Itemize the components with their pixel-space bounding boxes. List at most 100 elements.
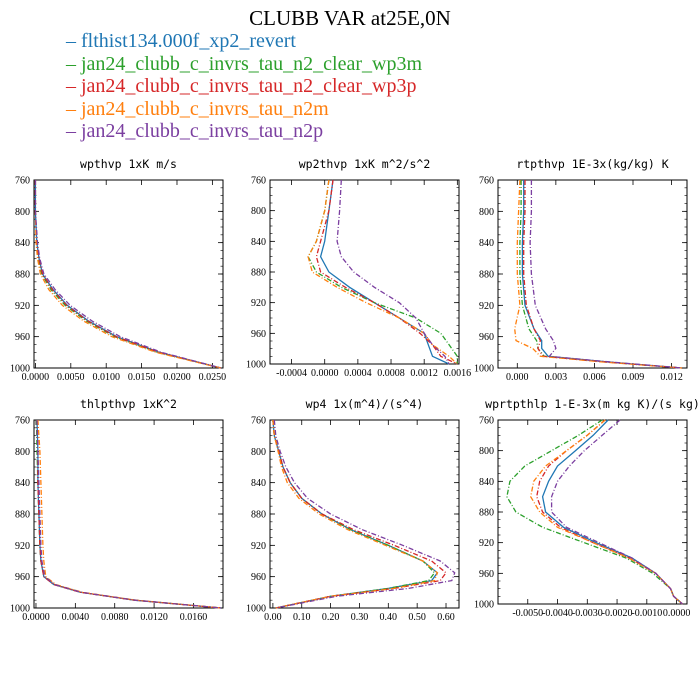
x-tick-label: 0.0250 (199, 372, 227, 383)
chart-panel: wpthvp 1xK m/s76080084088092096010000.00… (10, 157, 226, 383)
series-line (34, 180, 222, 369)
y-tick-label: 960 (479, 569, 494, 580)
legend-label: jan24_clubb_c_invrs_tau_n2p (81, 120, 324, 142)
series-line (315, 179, 458, 365)
series-line (272, 419, 436, 609)
y-tick-label: 880 (479, 270, 494, 281)
y-tick-label: 880 (251, 510, 266, 521)
y-tick-label: 1000 (10, 364, 30, 375)
x-tick-label: 0.0000 (22, 612, 50, 623)
y-tick-label: 1000 (246, 604, 266, 615)
y-tick-label: 840 (15, 478, 30, 489)
x-tick-label: -0.0010 (631, 608, 662, 619)
series-line (272, 419, 447, 609)
legend-label: flthist134.000f_xp2_revert (81, 30, 296, 52)
y-tick-label: 800 (251, 206, 266, 217)
y-tick-label: 800 (15, 447, 30, 458)
x-tick-label: 0.50 (408, 612, 426, 623)
panel-title: wprtpthlp 1-E-3x(m kg K)/(s kg) (485, 397, 700, 411)
y-tick-label: 880 (15, 510, 30, 521)
y-tick-label: 960 (15, 572, 30, 583)
panel-title: thlpthvp 1xK^2 (80, 397, 177, 411)
y-tick-label: 920 (251, 541, 266, 552)
plot-frame (269, 179, 460, 365)
panel-title: wpthvp 1xK m/s (80, 157, 177, 171)
series-line (514, 179, 682, 369)
legend-dash: – (66, 75, 81, 97)
y-tick-label: 840 (251, 478, 266, 489)
x-tick-label: 0.0080 (101, 612, 129, 623)
x-tick-label: 0.0040 (62, 612, 90, 623)
chart-panel: wp4 1x(m^4)/(s^4)76080084088092096010000… (246, 397, 460, 623)
y-tick-label: 880 (251, 268, 266, 279)
x-tick-label: -0.0050 (512, 608, 543, 619)
y-tick-label: 960 (479, 332, 494, 343)
x-tick-label: 0.0100 (92, 372, 120, 383)
series-line (521, 180, 682, 369)
x-tick-label: 0.30 (351, 612, 369, 623)
x-tick-label: 0.0008 (377, 368, 405, 379)
x-tick-label: 0.006 (583, 372, 606, 383)
series-line (272, 419, 439, 609)
y-tick-label: 920 (479, 301, 494, 312)
series-line (34, 180, 222, 369)
series-line (273, 419, 456, 609)
x-tick-label: 0.20 (322, 612, 340, 623)
x-tick-label: 0.10 (293, 612, 311, 623)
x-tick-label: 0.0004 (344, 368, 372, 379)
y-tick-label: 840 (479, 477, 494, 488)
legend-dash: – (66, 120, 81, 142)
series-line (272, 419, 439, 609)
y-tick-label: 920 (251, 298, 266, 309)
y-tick-label: 760 (15, 176, 30, 187)
series-line (307, 179, 458, 364)
y-tick-label: 920 (15, 541, 30, 552)
chart-panel: wp2thvp 1xK m^2/s^2 760 800 840 880 920 960 100… (246, 157, 471, 379)
plot-frame (269, 419, 460, 609)
legend-entry: – jan24_clubb_c_invrs_tau_n2_clear_wp3p (66, 75, 422, 98)
legend: – flthist134.000f_xp2_revert – jan24_clu… (66, 30, 422, 143)
y-tick-label: 1000 (474, 600, 494, 611)
series-line (35, 419, 222, 609)
y-tick-label: 840 (15, 238, 30, 249)
x-tick-label: 0.009 (622, 372, 645, 383)
y-tick-label: 800 (251, 447, 266, 458)
legend-entry: – jan24_clubb_c_invrs_tau_n2m (66, 98, 422, 121)
y-tick-label: 760 (15, 416, 30, 427)
chart-panel: rtpthvp 1E-3x(kg/kg) K 760 800 840 880 920 960… (474, 157, 688, 383)
y-tick-label: 880 (479, 508, 494, 519)
plot-frame (33, 419, 224, 609)
x-tick-label: 0.0120 (140, 612, 168, 623)
x-tick-label: 0.0200 (163, 372, 191, 383)
series-line (523, 180, 682, 369)
panel-title: rtpthvp 1E-3x(kg/kg) K (516, 157, 668, 171)
series-line (529, 180, 682, 369)
series-line (536, 419, 683, 605)
x-tick-label: 0.000 (506, 372, 529, 383)
series-line (36, 419, 222, 609)
y-tick-label: 840 (479, 238, 494, 249)
x-tick-label: 0.0000 (311, 368, 339, 379)
x-tick-label: 0.0000 (22, 372, 50, 383)
y-tick-label: 760 (479, 416, 494, 427)
legend-label: jan24_clubb_c_invrs_tau_n2_clear_wp3m (81, 52, 423, 75)
chart-panel: thlpthvp 1xK^276080084088092096010000.00… (10, 397, 224, 623)
legend-dash: – (66, 30, 81, 52)
legend-dash: – (66, 97, 81, 120)
series-line (307, 179, 458, 365)
y-tick-label: 960 (251, 572, 266, 583)
series-line (37, 419, 222, 609)
y-tick-label: 920 (15, 301, 30, 312)
x-tick-label: 0.0000 (663, 608, 691, 619)
series-line (541, 419, 683, 605)
y-tick-label: 1000 (246, 360, 266, 371)
y-tick-label: 800 (479, 446, 494, 457)
x-tick-label: 0.60 (437, 612, 455, 623)
x-tick-label: 0.012 (660, 372, 683, 383)
series-line (506, 419, 683, 605)
plot-frame (497, 179, 688, 369)
y-tick-label: 840 (251, 237, 266, 248)
x-tick-label: 0.0050 (57, 372, 85, 383)
y-tick-label: 760 (479, 176, 494, 187)
